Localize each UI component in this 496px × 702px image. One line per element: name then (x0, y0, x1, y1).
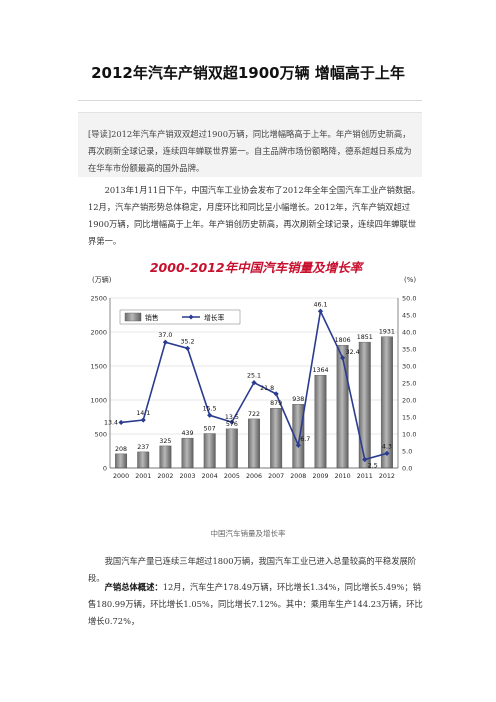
x-tick-label: 2001 (135, 473, 151, 480)
growth-value-label: 32.4 (346, 349, 360, 356)
growth-value-label: 13.4 (104, 419, 118, 426)
chart-svg: 208 237 325 439 507 576 722 879 938 1364 1806 1851 1… (90, 260, 416, 480)
sales-growth-chart: 208 237 325 439 507 576 722 879 938 1364 1806 1851 1… (86, 254, 426, 494)
y-left-tick-label: 1000 (90, 397, 107, 405)
y-right-tick-label: 20.0 (402, 397, 416, 405)
x-tick-label: 2006 (246, 473, 262, 480)
article-title: 2012年汽车产销双超1900万辆 增幅高于上年 (91, 64, 405, 82)
bar (314, 375, 327, 469)
paragraph-1: 2013年1月11日下午，中国汽车工业协会发布了2012年全年全国汽车工业产销数… (88, 185, 420, 246)
y-left-tick-label: 500 (95, 431, 107, 439)
bar (203, 433, 216, 469)
growth-value-label: 6.7 (300, 436, 310, 443)
y-right-tick-label: 25.0 (402, 380, 416, 388)
chart-caption: 中国汽车销量及增长率 (210, 529, 286, 538)
growth-value-label: 21.8 (260, 385, 274, 392)
growth-value-label: 25.1 (247, 373, 261, 380)
growth-value-label: 37.0 (158, 332, 172, 339)
growth-point (273, 391, 279, 397)
growth-point (184, 345, 191, 351)
bar-value-label: 237 (137, 444, 149, 451)
bar-value-label: 507 (204, 426, 216, 433)
bar-value-label: 208 (115, 446, 127, 453)
growth-point (317, 308, 324, 314)
x-tick-label: 2004 (202, 473, 218, 480)
x-tick-label: 2007 (268, 473, 284, 480)
legend-bar-swatch (124, 312, 142, 322)
bar (159, 445, 172, 469)
paragraph-3: 产销总体概述：12月，汽车生产178.49万辆，环比增长1.34%，同比增长5.… (88, 579, 424, 630)
legend-line-label: 增长率 (204, 313, 225, 322)
bar-value-label: 325 (159, 438, 171, 445)
y-right-tick-label: 40.0 (402, 329, 416, 337)
chart-title: 2000-2012年中国汽车销量及增长率 (150, 260, 365, 275)
x-tick-label: 2002 (157, 473, 173, 480)
bar-value-label: 879 (270, 400, 282, 407)
bar (336, 344, 349, 469)
intro-text: 2012年汽车产销双双超过1900万辆，同比增幅略高于上年。年产销创历史新高，再… (88, 129, 412, 173)
y-right-tick-label: 10.0 (402, 431, 416, 439)
x-tick-label: 2003 (180, 473, 196, 480)
growth-point (384, 450, 390, 456)
y-right-tick-label: 5.0 (402, 448, 412, 456)
x-tick-label: 2012 (379, 473, 395, 480)
bar (358, 341, 371, 469)
intro-box (78, 112, 422, 177)
y-right-tick-label: 15.0 (402, 414, 416, 422)
bar (115, 453, 128, 469)
legend-line-marker (188, 314, 194, 320)
y-left-tick-label: 0 (103, 465, 107, 473)
growth-value-label: 2.5 (368, 463, 378, 470)
intro-tag: [导读] (88, 129, 112, 139)
growth-point (207, 412, 213, 418)
growth-point (140, 417, 146, 423)
growth-value-label: 14.1 (136, 410, 150, 417)
y-left-tick-label: 2000 (90, 329, 107, 337)
bar-value-label: 938 (292, 396, 304, 403)
x-tick-label: 2000 (113, 473, 129, 480)
growth-value-label: 35.2 (181, 338, 195, 345)
x-tick-label: 2009 (312, 473, 328, 480)
bar-value-label: 722 (248, 411, 260, 418)
y-right-tick-label: 45.0 (402, 312, 416, 320)
growth-point (118, 419, 124, 426)
growth-value-label: 4.3 (382, 443, 392, 450)
title-divider (78, 100, 422, 101)
bar (248, 418, 260, 469)
bar (181, 437, 194, 469)
y-right-tick-label: 35.0 (402, 346, 416, 354)
intro-summary: [导读]2012年汽车产销双双超过1900万辆，同比增幅略高于上年。年产销创历史… (88, 126, 418, 177)
legend-box (119, 309, 241, 325)
bar-value-label: 1931 (379, 329, 395, 336)
bar-value-label: 1364 (312, 367, 328, 374)
x-tick-label: 2010 (335, 473, 351, 480)
y-left-tick-label: 2500 (90, 295, 107, 303)
growth-point (362, 456, 368, 463)
bar-value-label: 1806 (335, 337, 351, 344)
bar (225, 428, 238, 469)
growth-value-label: 15.5 (203, 405, 217, 412)
y-left-tick-label: 1500 (90, 363, 107, 371)
bar (270, 408, 283, 469)
bar-value-label: 576 (226, 421, 238, 428)
chart-ylabel-right: (%) (404, 276, 416, 284)
growth-point (162, 339, 168, 345)
chart-ylabel-left: (万辆) (92, 275, 112, 284)
growth-value-label: 13.5 (225, 414, 239, 421)
y-right-tick-label: 50.0 (402, 295, 416, 303)
paragraph-3-lead: 产销总体概述： (104, 582, 163, 592)
x-tick-label: 2005 (224, 473, 240, 480)
bar-value-label: 439 (182, 430, 194, 437)
growth-value-label: 46.1 (313, 301, 327, 308)
bar (137, 451, 150, 469)
x-tick-label: 2011 (357, 473, 373, 480)
y-right-tick-label: 30.0 (402, 363, 416, 371)
bar-value-label: 1851 (357, 334, 373, 341)
paragraph-3-text: 12月，汽车生产178.49万辆，环比增长1.34%，同比增长5.49%；销售1… (88, 582, 423, 626)
y-right-tick-label: 0.0 (402, 465, 412, 473)
paragraph-2: 我国汽车产量已连续三年超过1800万辆，我国汽车工业已进入总量较高的平稳发展阶段… (88, 556, 417, 583)
x-tick-label: 2008 (290, 473, 306, 480)
legend-bar-label: 销售 (145, 313, 159, 322)
